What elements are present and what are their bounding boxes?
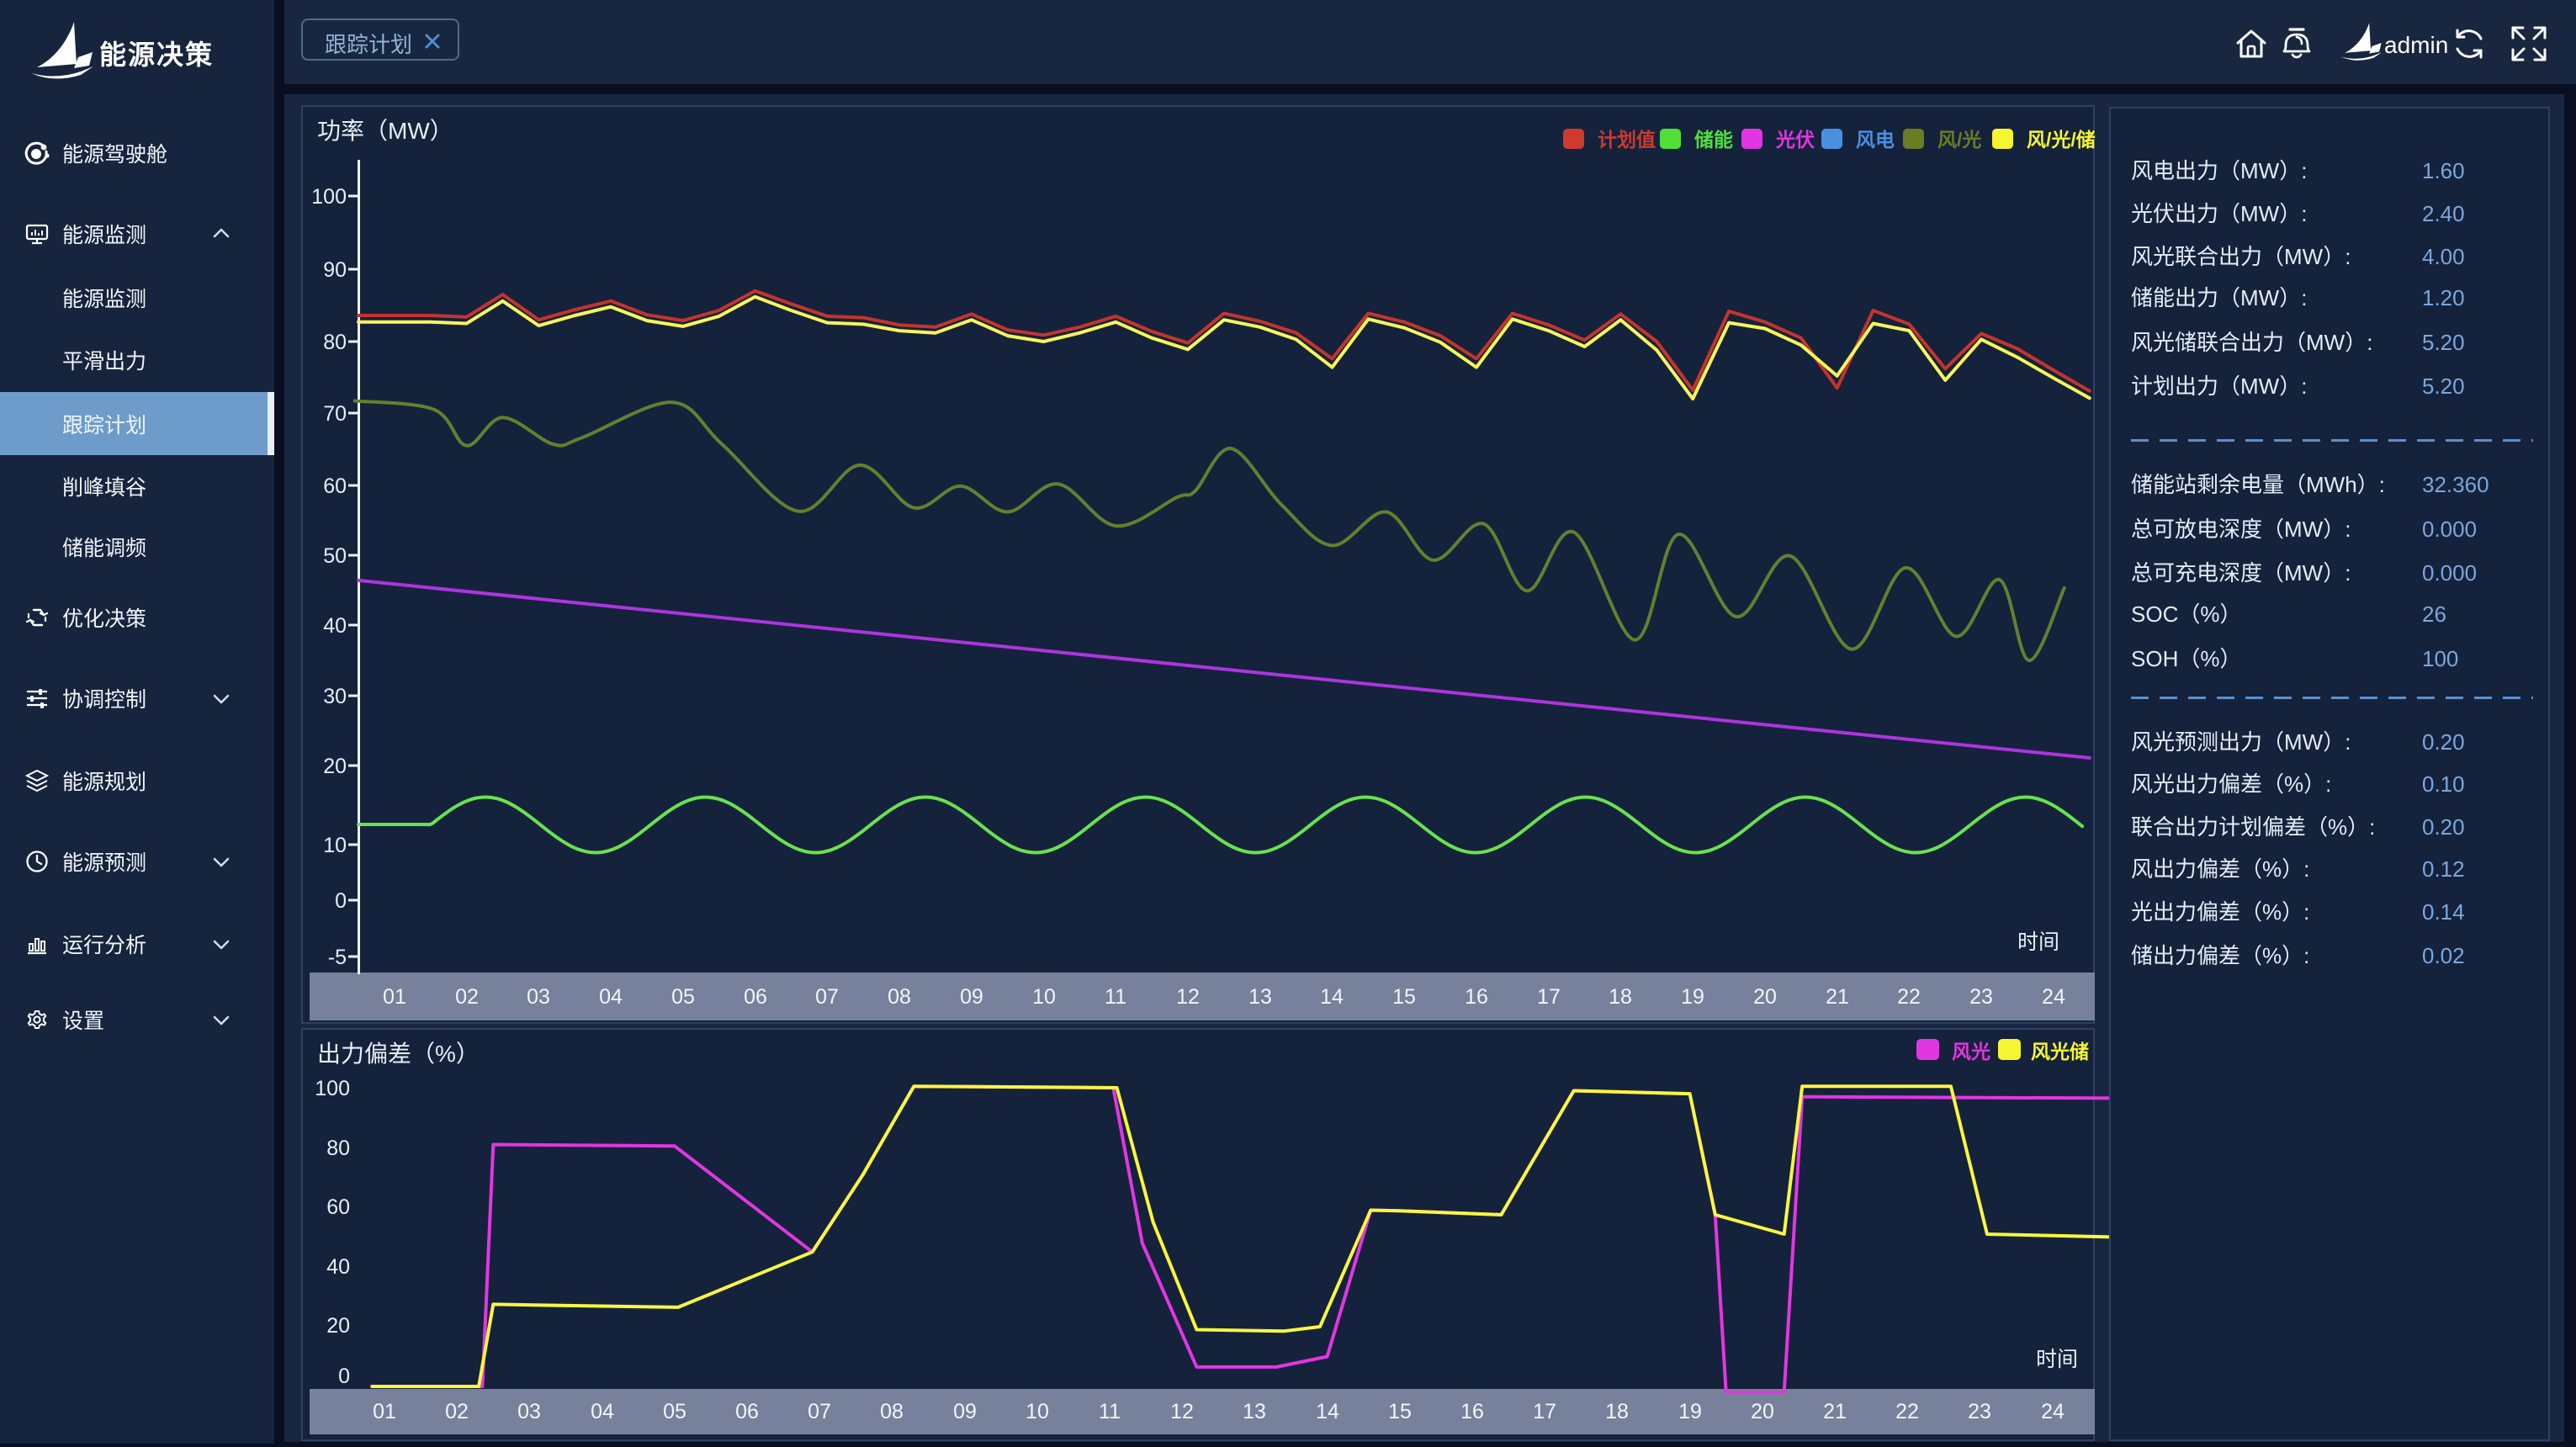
svg-text:风光储: 风光储 xyxy=(2031,1041,2089,1063)
svg-text:01: 01 xyxy=(383,985,406,1009)
svg-text:12: 12 xyxy=(1176,985,1200,1009)
svg-text:90: 90 xyxy=(323,258,347,282)
svg-text:20: 20 xyxy=(1753,985,1777,1009)
svg-text:08: 08 xyxy=(888,985,911,1009)
svg-text:05: 05 xyxy=(663,1400,686,1423)
svg-text:03: 03 xyxy=(517,1400,541,1423)
svg-text:13: 13 xyxy=(1243,1400,1266,1423)
svg-text:22: 22 xyxy=(1897,985,1921,1009)
svg-text:09: 09 xyxy=(953,1400,977,1423)
svg-text:24: 24 xyxy=(2041,1400,2065,1423)
svg-text:时间: 时间 xyxy=(2017,930,2059,954)
svg-text:30: 30 xyxy=(323,685,347,708)
svg-text:0: 0 xyxy=(338,1365,350,1388)
svg-text:风/光: 风/光 xyxy=(1937,129,1981,151)
svg-text:11: 11 xyxy=(1105,985,1126,1009)
svg-text:时间: 时间 xyxy=(2036,1348,2078,1371)
svg-text:10: 10 xyxy=(323,834,347,857)
svg-text:11: 11 xyxy=(1099,1400,1121,1423)
svg-text:40: 40 xyxy=(323,614,347,638)
svg-text:19: 19 xyxy=(1678,1400,1702,1423)
svg-text:19: 19 xyxy=(1681,985,1704,1009)
svg-text:-5: -5 xyxy=(328,946,347,969)
svg-text:02: 02 xyxy=(455,985,479,1009)
svg-text:40: 40 xyxy=(326,1255,350,1279)
svg-text:18: 18 xyxy=(1605,1400,1629,1423)
svg-text:04: 04 xyxy=(591,1400,614,1423)
svg-text:出力偏差（%）: 出力偏差（%） xyxy=(317,1041,480,1067)
svg-text:100: 100 xyxy=(311,185,347,209)
svg-text:光伏: 光伏 xyxy=(1775,129,1815,151)
svg-text:24: 24 xyxy=(2042,985,2065,1009)
svg-text:01: 01 xyxy=(373,1400,396,1423)
svg-text:50: 50 xyxy=(323,544,347,568)
svg-text:16: 16 xyxy=(1460,1400,1484,1423)
svg-text:23: 23 xyxy=(1968,1400,1991,1423)
svg-text:0: 0 xyxy=(335,889,347,913)
svg-text:60: 60 xyxy=(326,1195,350,1219)
svg-text:100: 100 xyxy=(315,1077,350,1100)
svg-text:20: 20 xyxy=(1751,1400,1774,1423)
svg-text:14: 14 xyxy=(1320,985,1344,1009)
svg-text:02: 02 xyxy=(445,1400,469,1423)
svg-text:计划值: 计划值 xyxy=(1598,129,1656,151)
svg-text:21: 21 xyxy=(1826,985,1849,1009)
svg-text:10: 10 xyxy=(1032,985,1056,1009)
svg-text:20: 20 xyxy=(326,1314,350,1338)
svg-text:22: 22 xyxy=(1895,1400,1919,1423)
svg-text:03: 03 xyxy=(527,985,550,1009)
svg-text:风/光/储: 风/光/储 xyxy=(2027,129,2096,151)
svg-text:07: 07 xyxy=(815,985,839,1009)
svg-text:13: 13 xyxy=(1248,985,1272,1009)
svg-text:16: 16 xyxy=(1465,985,1488,1009)
svg-text:10: 10 xyxy=(1026,1400,1049,1423)
svg-text:储能: 储能 xyxy=(1694,129,1733,151)
svg-text:18: 18 xyxy=(1609,985,1632,1009)
svg-text:70: 70 xyxy=(323,402,347,426)
svg-text:17: 17 xyxy=(1533,1400,1556,1423)
svg-text:06: 06 xyxy=(744,985,767,1009)
svg-text:23: 23 xyxy=(1969,985,1993,1009)
svg-text:80: 80 xyxy=(326,1137,350,1160)
svg-text:21: 21 xyxy=(1823,1400,1847,1423)
svg-text:14: 14 xyxy=(1316,1400,1339,1423)
svg-text:05: 05 xyxy=(671,985,695,1009)
svg-text:08: 08 xyxy=(880,1400,904,1423)
svg-text:04: 04 xyxy=(599,985,623,1009)
svg-text:17: 17 xyxy=(1537,985,1561,1009)
svg-text:06: 06 xyxy=(735,1400,759,1423)
svg-text:风光: 风光 xyxy=(1952,1041,1990,1063)
svg-text:09: 09 xyxy=(960,985,983,1009)
svg-text:20: 20 xyxy=(323,755,347,778)
svg-text:07: 07 xyxy=(808,1400,831,1423)
svg-text:风电: 风电 xyxy=(1856,129,1895,151)
svg-text:12: 12 xyxy=(1170,1400,1194,1423)
svg-text:15: 15 xyxy=(1392,985,1416,1009)
svg-text:80: 80 xyxy=(323,331,347,354)
svg-text:功率（MW）: 功率（MW） xyxy=(317,118,453,144)
svg-text:15: 15 xyxy=(1388,1400,1412,1423)
svg-text:60: 60 xyxy=(323,474,347,498)
